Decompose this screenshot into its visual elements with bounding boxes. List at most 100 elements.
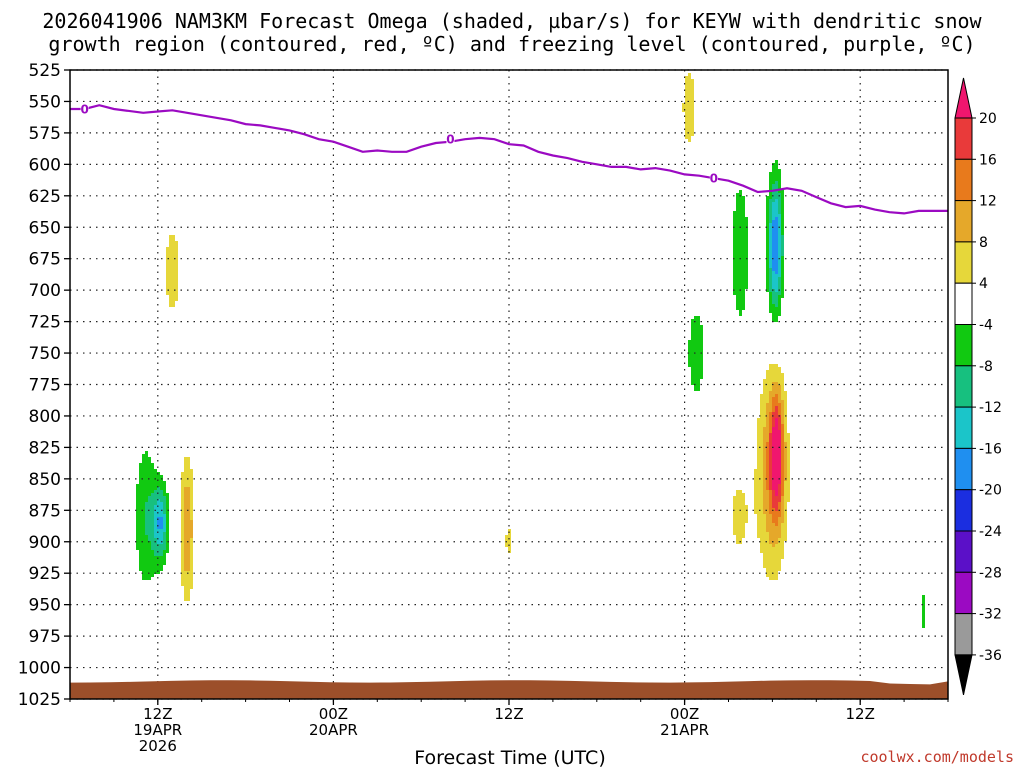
omega-cell: [184, 556, 190, 559]
omega-cell: [157, 526, 163, 529]
omega-cell: [163, 523, 166, 526]
omega-cell: [772, 466, 781, 469]
omega-cell: [685, 115, 694, 118]
omega-cell: [781, 403, 784, 406]
omega-cell: [166, 532, 169, 535]
omega-cell: [763, 499, 769, 502]
omega-cell: [151, 547, 166, 550]
omega-cell: [136, 490, 154, 493]
omega-cell: [772, 226, 778, 229]
omega-cell: [763, 559, 781, 562]
omega-cell: [784, 517, 787, 520]
omega-cell: [772, 184, 778, 187]
omega-cell: [769, 268, 772, 271]
omega-cell: [763, 472, 766, 475]
omega-cell: [781, 445, 784, 448]
omega-cell: [763, 511, 769, 514]
omega-cell: [688, 340, 703, 343]
omega-cell: [766, 220, 769, 223]
omega-cell: [781, 217, 784, 220]
omega-cell: [766, 571, 778, 574]
omega-cell: [184, 526, 193, 529]
omega-cell: [781, 418, 784, 421]
omega-cell: [685, 82, 694, 85]
omega-cell: [778, 181, 781, 184]
omega-cell: [769, 454, 772, 457]
omega-cell: [139, 565, 163, 568]
omega-cell: [766, 442, 769, 445]
omega-cell: [772, 397, 778, 400]
omega-cell: [769, 277, 772, 280]
omega-cell: [136, 517, 145, 520]
omega-cell: [154, 511, 163, 514]
y-tick-label: 750: [29, 344, 61, 364]
omega-cell: [787, 460, 790, 463]
omega-cell: [769, 241, 772, 244]
colorbar-segment: [954, 200, 973, 243]
omega-cell: [769, 577, 778, 580]
omega-cell: [154, 514, 166, 517]
omega-cell: [157, 502, 163, 505]
omega-cell: [922, 595, 925, 598]
omega-cell: [190, 553, 193, 556]
omega-cell: [733, 265, 748, 268]
y-tick-label: 600: [29, 155, 61, 175]
omega-cell: [181, 562, 184, 565]
omega-cell: [775, 406, 778, 409]
omega-cell: [157, 517, 163, 520]
omega-cell: [772, 301, 778, 304]
omega-cell: [682, 109, 694, 112]
omega-cell: [163, 520, 166, 523]
omega-cell: [163, 511, 166, 514]
omega-cell: [784, 508, 787, 511]
omega-cell: [157, 541, 163, 544]
omega-cell: [781, 205, 784, 208]
omega-cell: [766, 478, 769, 481]
omega-cell: [781, 385, 784, 388]
omega-cell: [166, 265, 178, 268]
omega-cell: [772, 229, 778, 232]
grid: [70, 69, 948, 700]
omega-cell: [763, 436, 769, 439]
omega-cell: [766, 289, 769, 292]
omega-cell: [736, 196, 745, 199]
omega-cell: [181, 520, 184, 523]
omega-cell: [169, 238, 175, 241]
omega-cell: [757, 451, 763, 454]
colorbar-label: -20: [979, 483, 1002, 499]
omega-cell: [163, 550, 169, 553]
omega-cell: [769, 442, 772, 445]
omega-cell: [781, 193, 784, 196]
omega-cell: [781, 421, 784, 424]
omega-cell: [781, 235, 784, 238]
chart-title-line-1: 2026041906 NAM3KM Forecast Omega (shaded…: [42, 9, 982, 33]
omega-cell: [163, 553, 166, 556]
omega-cell: [772, 520, 778, 523]
colorbar-segment: [954, 406, 973, 449]
omega-cell: [775, 544, 784, 547]
omega-cell: [763, 565, 781, 568]
omega-cell: [769, 400, 772, 403]
omega-cell: [169, 301, 175, 304]
omega-cell: [154, 550, 163, 553]
omega-cell: [766, 244, 769, 247]
omega-cell: [760, 415, 766, 418]
plot-frame: [69, 69, 949, 700]
omega-cell: [142, 457, 151, 460]
omega-cell: [766, 421, 769, 424]
omega-cell: [760, 541, 769, 544]
omega-cell: [778, 523, 781, 526]
omega-cell: [754, 511, 763, 514]
omega-cell: [778, 286, 781, 289]
omega-cell: [754, 502, 763, 505]
omega-cell: [772, 283, 778, 286]
omega-cell: [733, 223, 748, 226]
omega-cell: [772, 418, 775, 421]
omega-cell: [772, 445, 781, 448]
omega-cell: [778, 421, 781, 424]
omega-cell: [184, 502, 190, 505]
omega-cell: [772, 433, 781, 436]
omega-cell: [136, 484, 166, 487]
omega-cell: [136, 508, 145, 511]
omega-cell: [184, 517, 190, 520]
